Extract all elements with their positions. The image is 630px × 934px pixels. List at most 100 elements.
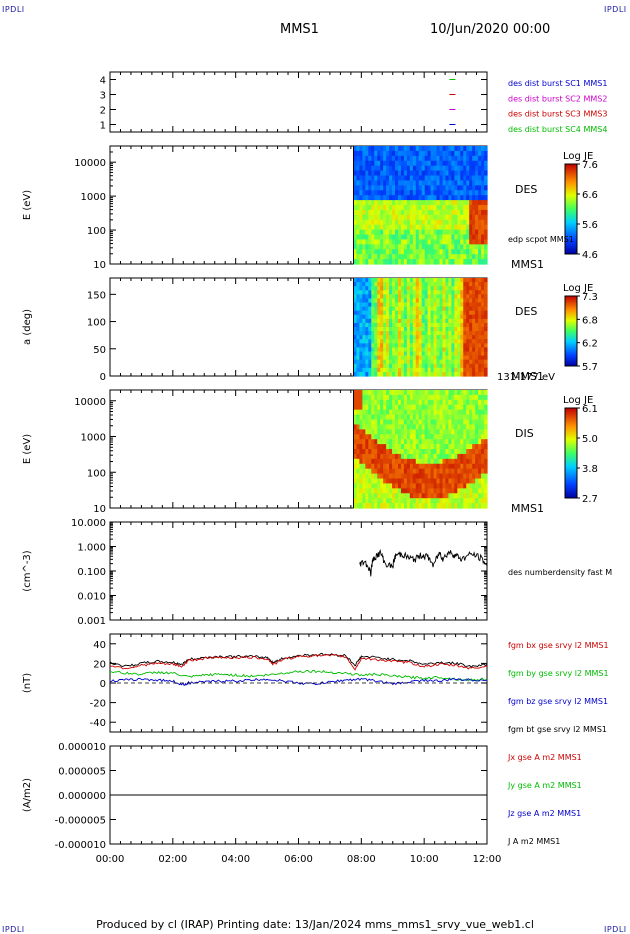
heatmap-cell [395, 146, 399, 152]
heatmap-cell [457, 160, 461, 167]
heatmap-cell [353, 190, 358, 196]
heatmap-cell [454, 155, 458, 162]
heatmap-cell [454, 468, 458, 475]
heatmap-cell [365, 351, 369, 357]
heatmap-cell [448, 399, 452, 406]
heatmap-cell [478, 254, 482, 260]
series-line-number-density-0 [359, 549, 488, 577]
heatmap-cell [415, 439, 420, 445]
heatmap-cell [418, 488, 423, 494]
heatmap-cell [397, 302, 402, 308]
heatmap-cell [424, 478, 429, 485]
heatmap-cell [406, 355, 411, 361]
heatmap-cell [395, 343, 399, 349]
heatmap-cell [415, 444, 420, 450]
heatmap-cell [403, 310, 408, 316]
heatmap-cell [389, 254, 393, 260]
heatmap-cell [436, 306, 441, 312]
heatmap-cell [424, 175, 429, 182]
heatmap-cell [484, 249, 488, 255]
heatmap-cell [389, 278, 393, 283]
heatmap-cell [412, 219, 417, 226]
heatmap-cell [356, 310, 361, 316]
heatmap-cell [383, 314, 387, 320]
heatmap-cell [418, 146, 423, 152]
heatmap-cell [397, 150, 402, 157]
heatmap-cell [415, 367, 420, 373]
heatmap-cell [406, 219, 411, 226]
heatmap-cell [457, 424, 461, 430]
heatmap-cell [395, 453, 399, 460]
heatmap-cell [457, 359, 461, 365]
heatmap-cell [448, 439, 452, 445]
heatmap-cell [478, 343, 482, 349]
heatmap-cell [427, 434, 432, 440]
heatmap-cell [427, 180, 432, 186]
heatmap-cell [392, 463, 396, 470]
heatmap-cell [412, 399, 417, 406]
heatmap-cell [362, 335, 366, 340]
heatmap-cell [484, 339, 488, 344]
heatmap-cell [383, 343, 387, 349]
heatmap-cell [436, 468, 441, 475]
heatmap-cell [380, 444, 384, 450]
heatmap-cell [395, 458, 399, 465]
heatmap-cell [448, 493, 452, 499]
colorbar-tick-label: 5.7 [582, 362, 598, 373]
heatmap-cell [365, 478, 369, 485]
heatmap-cell [371, 244, 375, 250]
heatmap-cell [400, 259, 405, 265]
heatmap-cell [395, 286, 399, 291]
heatmap-cell [475, 175, 479, 182]
heatmap-cell [454, 185, 458, 191]
heatmap-cell [374, 371, 378, 377]
heatmap-cell [415, 429, 420, 435]
heatmap-cell [400, 458, 405, 465]
heatmap-cell [439, 347, 444, 353]
heatmap-cell [389, 399, 393, 406]
heatmap-cell [424, 394, 429, 401]
heatmap-cell [424, 359, 429, 365]
heatmap-cell [457, 249, 461, 255]
side-label: DES [515, 305, 537, 318]
colorbar-tick-label: 6.1 [582, 404, 598, 415]
heatmap-cell [386, 371, 390, 377]
heatmap-cell [409, 414, 414, 421]
heatmap-cell [371, 294, 375, 300]
heatmap-cell [439, 390, 444, 396]
heatmap-cell [445, 150, 450, 157]
heatmap-cell [362, 414, 366, 421]
heatmap-cell [457, 394, 461, 401]
heatmap-cell [403, 195, 408, 201]
heatmap-cell [386, 306, 390, 312]
heatmap-cell [457, 331, 461, 336]
heatmap-cell [397, 244, 402, 250]
heatmap-cell [406, 165, 411, 172]
heatmap-cell [424, 367, 429, 373]
y-tick-label: -40 [90, 718, 106, 729]
heatmap-cell [472, 419, 476, 426]
heatmap-cell [406, 463, 411, 470]
heatmap-cell [466, 254, 470, 260]
heatmap-cell [484, 205, 488, 211]
heatmap-cell [403, 347, 408, 353]
heatmap-cell [451, 175, 455, 182]
heatmap-cell [365, 394, 369, 401]
overlay-label: edp scpot MMS1 [508, 235, 574, 244]
heatmap-cell [389, 150, 393, 157]
heatmap-cell [454, 195, 458, 201]
heatmap-cell [412, 205, 417, 211]
heatmap-cell [412, 314, 417, 320]
heatmap-cell [353, 327, 358, 332]
heatmap-cell [395, 488, 399, 494]
heatmap-cell [406, 327, 411, 332]
heatmap-cell [359, 347, 363, 353]
heatmap-cell [377, 419, 381, 426]
heatmap-cell [466, 493, 470, 499]
heatmap-cell [365, 498, 369, 504]
heatmap-cell [463, 259, 467, 265]
heatmap-cell [365, 254, 369, 260]
heatmap-cell [392, 359, 396, 365]
heatmap-cell [472, 335, 476, 340]
heatmap-cell [389, 286, 393, 291]
